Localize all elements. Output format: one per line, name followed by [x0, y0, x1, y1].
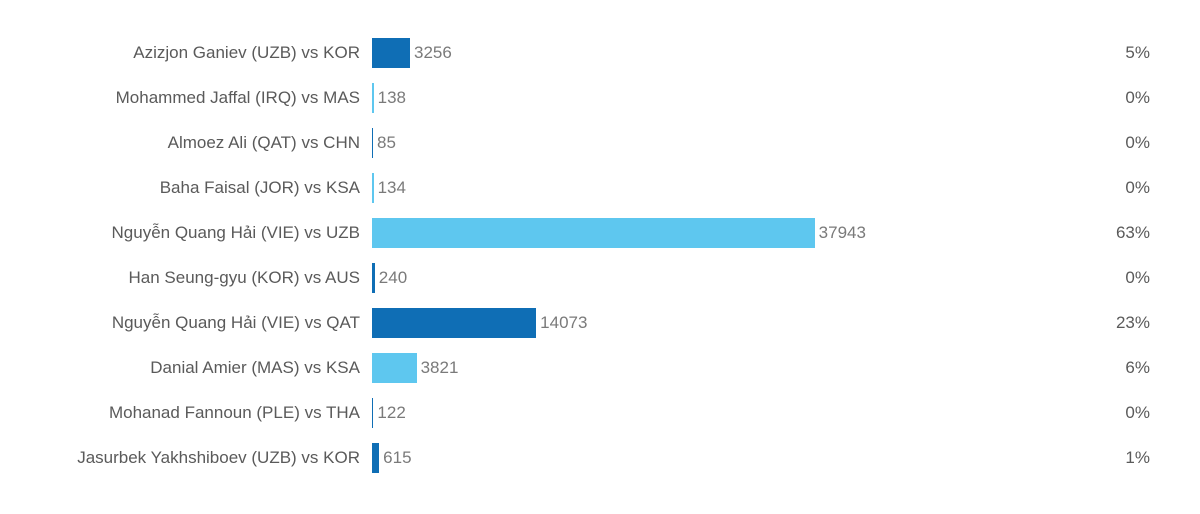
chart-row: Han Seung-gyu (KOR) vs AUS 240 0%	[40, 255, 1160, 300]
row-percent: 0%	[1072, 133, 1160, 153]
bar-area: 3256	[372, 30, 1072, 75]
bar	[372, 38, 410, 68]
row-value: 138	[378, 88, 406, 108]
bar-area: 85	[372, 120, 1072, 165]
bar-area: 122	[372, 390, 1072, 435]
row-value: 122	[377, 403, 405, 423]
row-label: Han Seung-gyu (KOR) vs AUS	[40, 268, 372, 288]
row-value: 3821	[421, 358, 459, 378]
row-label: Jasurbek Yakhshiboev (UZB) vs KOR	[40, 448, 372, 468]
row-value: 3256	[414, 43, 452, 63]
row-label: Nguyễn Quang Hải (VIE) vs QAT	[40, 313, 372, 333]
row-percent: 0%	[1072, 403, 1160, 423]
row-value: 240	[379, 268, 407, 288]
bar	[372, 173, 374, 203]
row-value: 37943	[819, 223, 866, 243]
row-percent: 63%	[1072, 223, 1160, 243]
row-label: Almoez Ali (QAT) vs CHN	[40, 133, 372, 153]
chart-row: Mohammed Jaffal (IRQ) vs MAS 138 0%	[40, 75, 1160, 120]
bar	[372, 353, 417, 383]
row-label: Mohanad Fannoun (PLE) vs THA	[40, 403, 372, 423]
bar	[372, 128, 373, 158]
row-percent: 6%	[1072, 358, 1160, 378]
chart-row: Baha Faisal (JOR) vs KSA 134 0%	[40, 165, 1160, 210]
row-label: Nguyễn Quang Hải (VIE) vs UZB	[40, 223, 372, 243]
bar	[372, 308, 536, 338]
chart-row: Nguyễn Quang Hải (VIE) vs QAT 14073 23%	[40, 300, 1160, 345]
bar	[372, 443, 379, 473]
bar	[372, 83, 374, 113]
row-label: Mohammed Jaffal (IRQ) vs MAS	[40, 88, 372, 108]
row-percent: 23%	[1072, 313, 1160, 333]
chart-row: Almoez Ali (QAT) vs CHN85 0%	[40, 120, 1160, 165]
row-value: 134	[378, 178, 406, 198]
bar-area: 134	[372, 165, 1072, 210]
bar-area: 3821	[372, 345, 1072, 390]
bar	[372, 218, 815, 248]
row-value: 615	[383, 448, 411, 468]
row-value: 85	[377, 133, 396, 153]
chart-row: Danial Amier (MAS) vs KSA 3821 6%	[40, 345, 1160, 390]
row-label: Baha Faisal (JOR) vs KSA	[40, 178, 372, 198]
chart-row: Nguyễn Quang Hải (VIE) vs UZB 37943 63%	[40, 210, 1160, 255]
row-percent: 0%	[1072, 88, 1160, 108]
chart-row: Jasurbek Yakhshiboev (UZB) vs KOR 615 1%	[40, 435, 1160, 480]
row-label: Danial Amier (MAS) vs KSA	[40, 358, 372, 378]
chart-row: Mohanad Fannoun (PLE) vs THA122 0%	[40, 390, 1160, 435]
row-value: 14073	[540, 313, 587, 333]
row-percent: 0%	[1072, 268, 1160, 288]
row-percent: 0%	[1072, 178, 1160, 198]
bar-area: 14073	[372, 300, 1072, 345]
row-percent: 5%	[1072, 43, 1160, 63]
row-label: Azizjon Ganiev (UZB) vs KOR	[40, 43, 372, 63]
bar-area: 138	[372, 75, 1072, 120]
row-percent: 1%	[1072, 448, 1160, 468]
bar	[372, 263, 375, 293]
bar	[372, 398, 373, 428]
chart-row: Azizjon Ganiev (UZB) vs KOR 3256 5%	[40, 30, 1160, 75]
bar-area: 240	[372, 255, 1072, 300]
bar-area: 37943	[372, 210, 1072, 255]
bar-area: 615	[372, 435, 1072, 480]
poll-bar-chart: Azizjon Ganiev (UZB) vs KOR 3256 5% Mohamme…	[0, 0, 1200, 510]
